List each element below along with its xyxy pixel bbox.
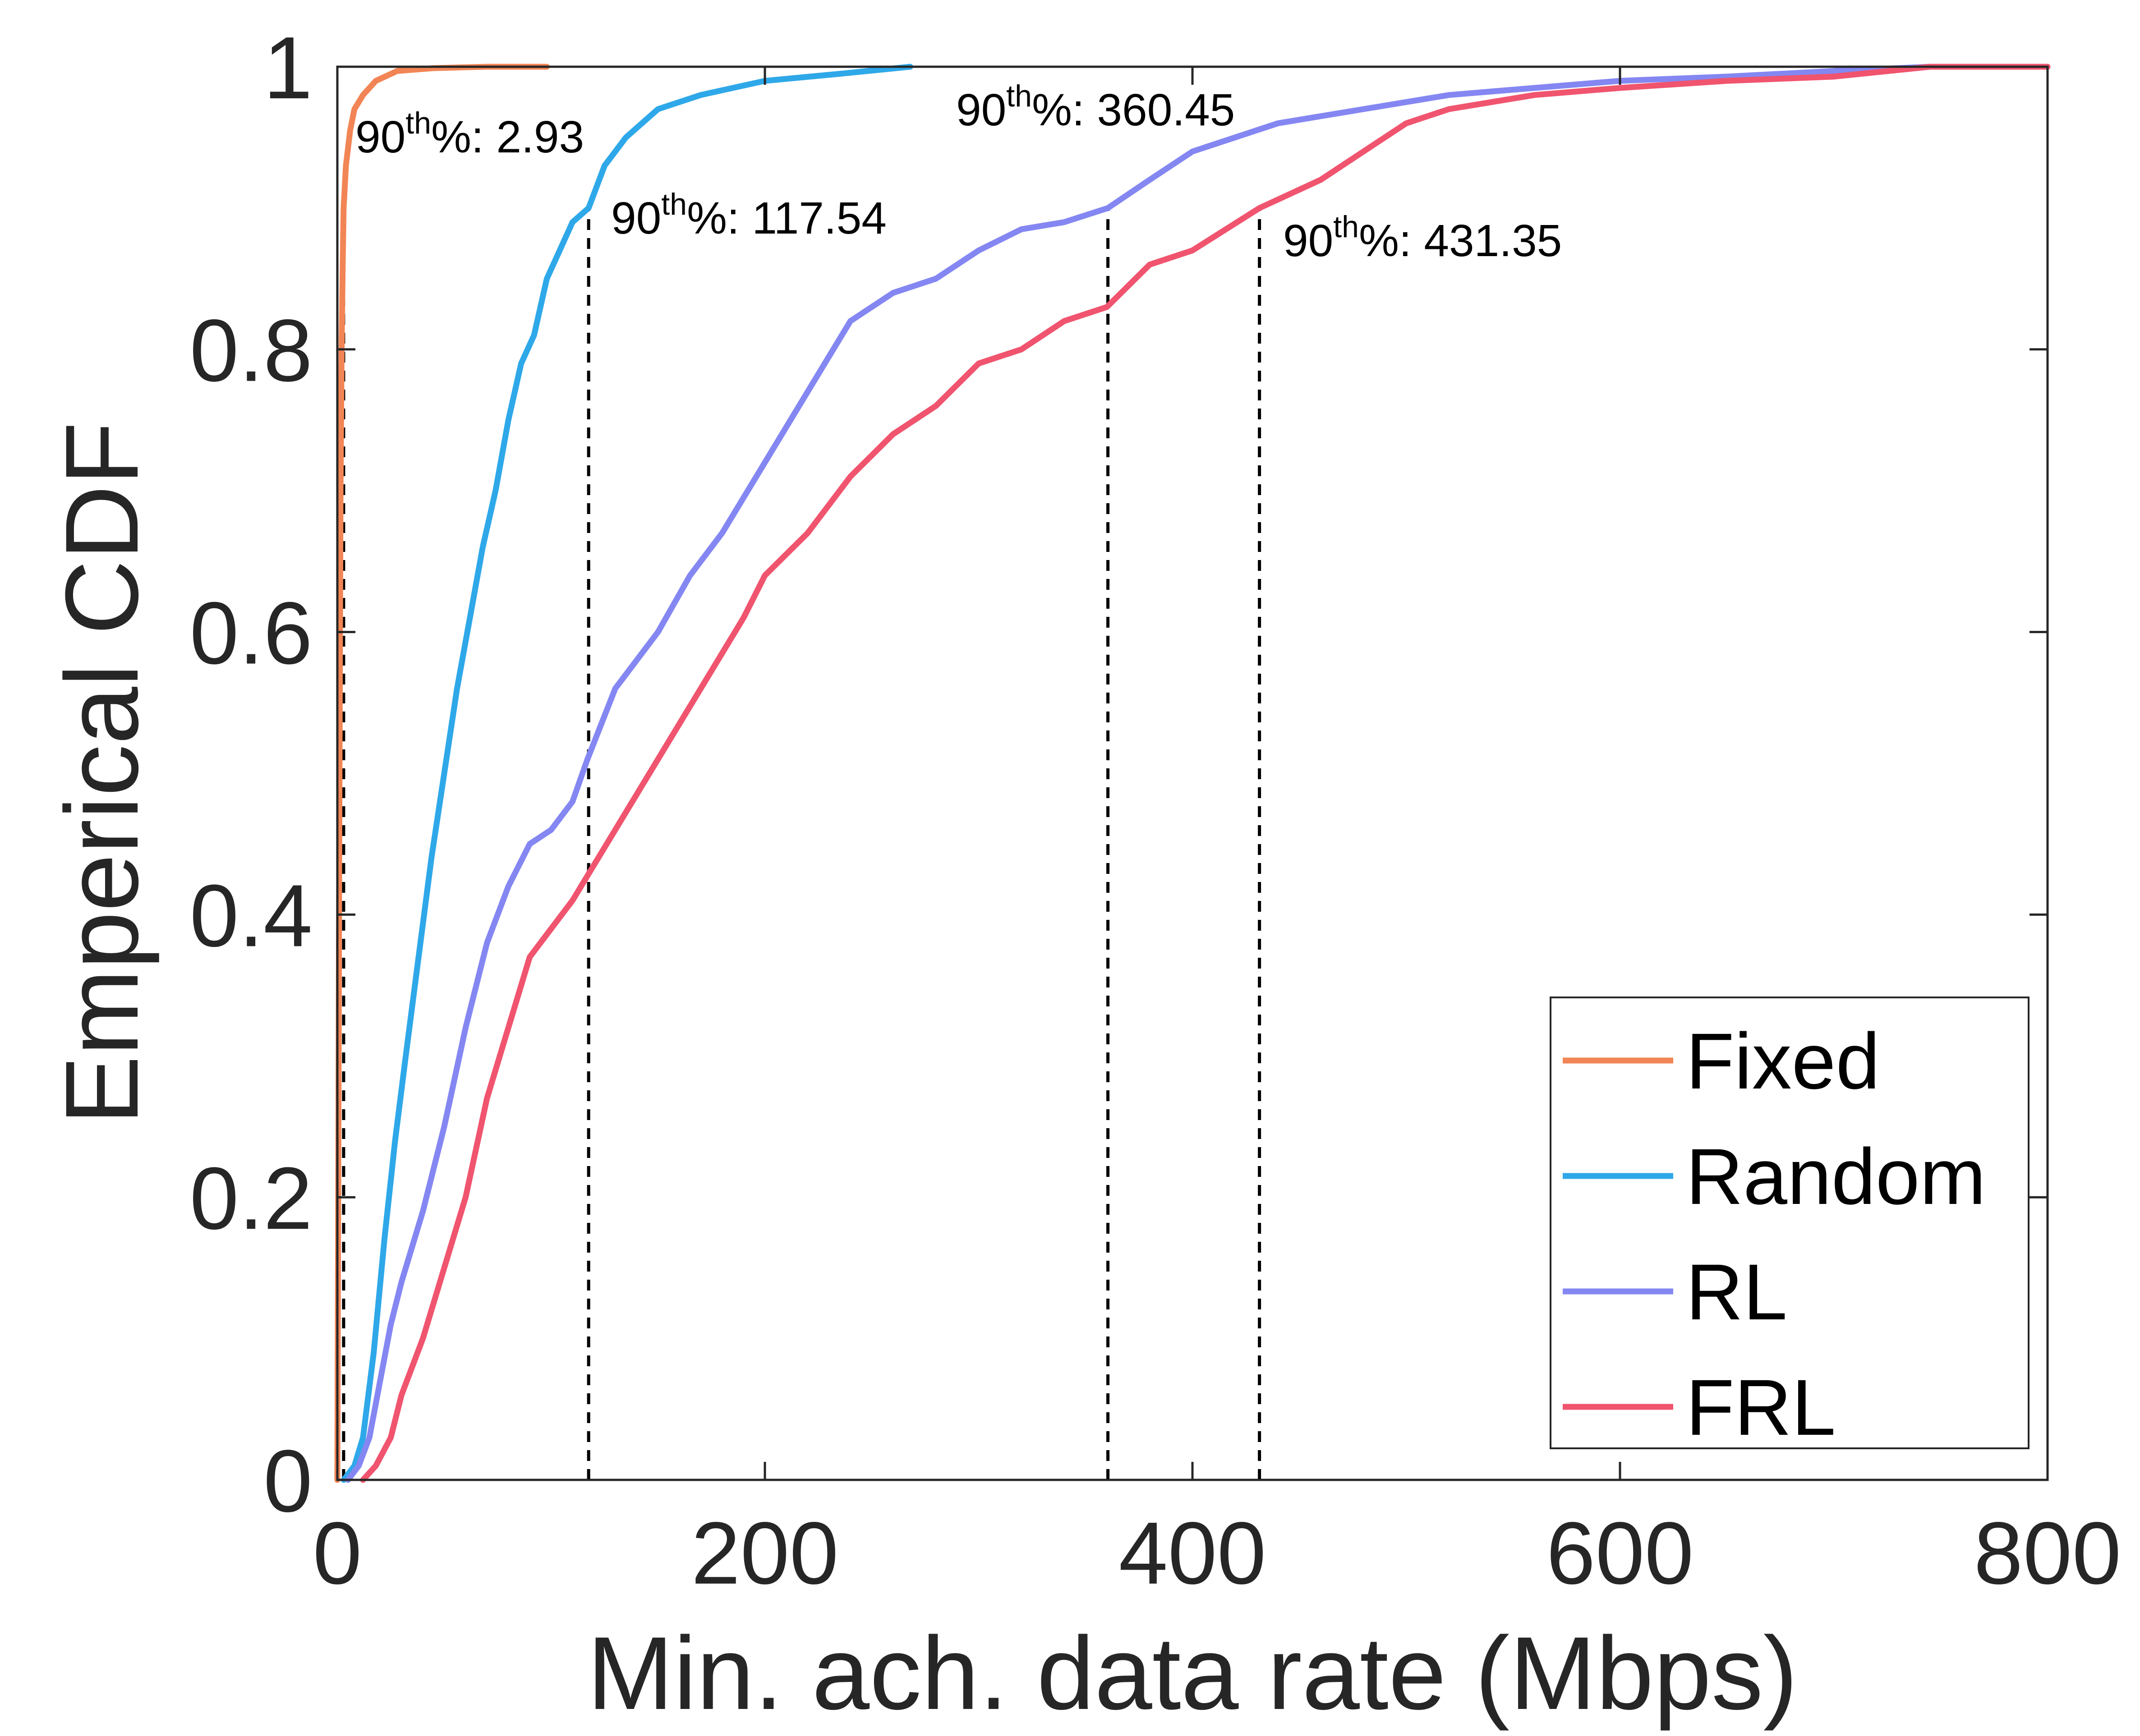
y-axis-title: Emperical CDF bbox=[44, 422, 160, 1125]
series-line-rl bbox=[345, 64, 2051, 1483]
x-tick-label: 0 bbox=[313, 1504, 362, 1603]
series-line-frl bbox=[360, 64, 2051, 1483]
legend-label-random: Random bbox=[1686, 1133, 1986, 1221]
y-tick-label: 0.2 bbox=[190, 1149, 313, 1248]
series-line-random bbox=[341, 64, 913, 1483]
x-tick-label: 600 bbox=[1546, 1504, 1694, 1603]
y-tick-label: 0.8 bbox=[190, 301, 313, 400]
y-tick-label: 1 bbox=[263, 18, 313, 117]
percentile-lines bbox=[342, 208, 1261, 1480]
percentile-annotations: 90th%: 2.93 90th%: 117.54 90th%: 360.45 90t… bbox=[355, 79, 1562, 266]
legend-label-rl: RL bbox=[1686, 1248, 1787, 1336]
x-tick-label: 200 bbox=[691, 1504, 838, 1603]
y-tick-label: 0.4 bbox=[190, 866, 313, 965]
axes: 0 200 400 600 800 0 0.2 0.4 0.6 0.8 1 Min. ach. dat… bbox=[44, 18, 2122, 1731]
percentile-annotation-fixed: 90th%: 2.93 bbox=[355, 106, 584, 162]
x-axis-title: Min. ach. data rate (Mbps) bbox=[587, 1615, 1798, 1731]
legend: Fixed Random RL FRL bbox=[1550, 997, 2030, 1452]
y-tick-label: 0.6 bbox=[190, 584, 313, 683]
legend-label-frl: FRL bbox=[1686, 1364, 1836, 1452]
percentile-annotation-rl: 90th%: 360.45 bbox=[956, 79, 1235, 135]
legend-box bbox=[1550, 997, 2030, 1449]
percentile-annotation-random: 90th%: 117.54 bbox=[611, 187, 887, 243]
x-tick-label: 400 bbox=[1118, 1504, 1266, 1603]
percentile-annotation-frl: 90th%: 431.35 bbox=[1283, 210, 1562, 266]
legend-label-fixed: Fixed bbox=[1686, 1017, 1880, 1106]
y-tick-label: 0 bbox=[263, 1432, 313, 1530]
series-lines bbox=[334, 64, 2051, 1483]
x-tick-label: 800 bbox=[1974, 1504, 2121, 1603]
